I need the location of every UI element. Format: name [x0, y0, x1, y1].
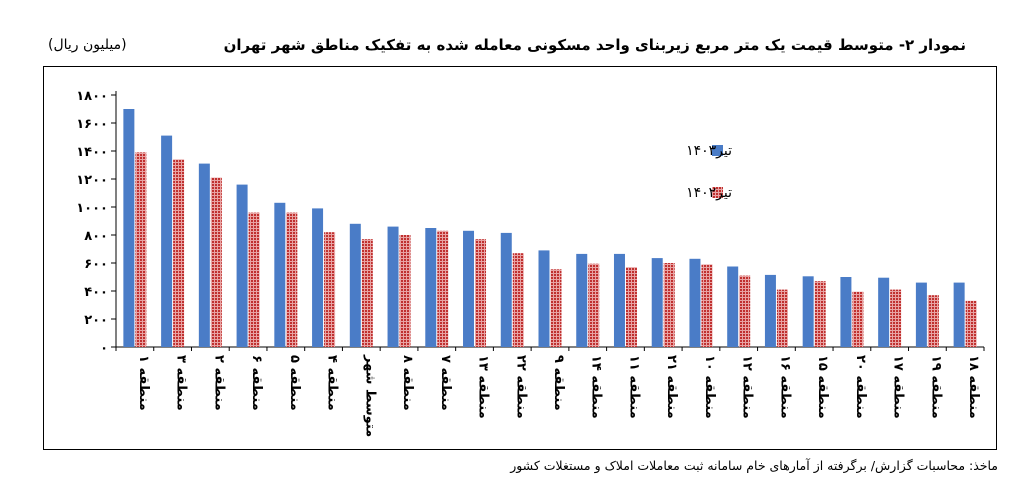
bar-1403	[878, 277, 890, 347]
x-tick-label: منطقه ۲۲	[513, 355, 528, 419]
bar-1402	[437, 230, 449, 347]
x-tick-label: منطقه ۷	[438, 355, 453, 411]
legend-swatch-1403	[712, 145, 723, 156]
y-tick-label: ۶۰۰	[84, 257, 108, 272]
bar-1402	[286, 212, 298, 347]
chart-title: نمودار ۲- متوسط قیمت یک متر مربع زیربنای…	[223, 36, 966, 54]
bar-1403	[953, 282, 965, 347]
bar-1403	[500, 232, 512, 347]
y-tick-label: ۱۲۰۰	[76, 173, 108, 188]
x-tick-label: منطقه ۵	[287, 355, 302, 411]
bar-1402	[135, 152, 147, 347]
bar-1402	[776, 289, 788, 347]
x-tick-label: منطقه ۴	[325, 355, 340, 411]
x-tick-label: متوسط شهر	[362, 354, 377, 437]
bar-1402	[361, 239, 373, 347]
x-tick-label: منطقه ۹	[551, 355, 566, 411]
bar-1402	[663, 263, 675, 347]
x-tick-label: منطقه ۸	[400, 355, 415, 411]
source-note: ماخذ: محاسبات گزارش/ برگرفته از آمارهای …	[510, 458, 998, 473]
x-tick-label: منطقه ۱۸	[966, 355, 981, 419]
bar-1403	[613, 253, 625, 347]
x-tick-label: منطقه ۲۰	[853, 355, 868, 419]
bar-1403	[161, 135, 173, 347]
y-tick-label: ۸۰۰	[84, 229, 108, 244]
x-tick-label: منطقه ۱۰	[702, 355, 717, 419]
bar-1402	[324, 232, 336, 347]
bar-1403	[764, 274, 776, 347]
bar-1402	[625, 267, 637, 347]
y-tick-label: ۱۸۰۰	[76, 89, 108, 104]
bar-1402	[550, 269, 562, 347]
bar-1402	[512, 253, 524, 347]
x-tick-label: منطقه ۱	[136, 355, 151, 411]
x-tick-label: منطقه ۱۷	[891, 355, 906, 419]
bar-1402	[852, 291, 864, 347]
bar-1402	[739, 275, 751, 347]
legend-label-1403: تیر۱۴۰۳	[686, 143, 732, 159]
bar-1403	[123, 109, 135, 347]
y-tick-label: ۴۰۰	[84, 285, 108, 300]
x-tick-label: منطقه ۱۹	[928, 355, 943, 419]
bar-1403	[463, 230, 475, 347]
bar-1402	[814, 281, 826, 347]
bar-1403	[274, 202, 286, 347]
x-tick-label: منطقه ۶	[249, 355, 264, 411]
x-tick-label: منطقه ۱۳	[476, 355, 491, 419]
x-tick-label: منطقه ۱۵	[815, 355, 830, 419]
legend-label-1402: تیر۱۴۰۲	[686, 185, 732, 201]
bar-1402	[475, 239, 487, 347]
bar-1403	[915, 282, 927, 347]
bar-1403	[689, 258, 701, 347]
bar-1403	[312, 208, 324, 347]
y-tick-label: ۰	[100, 341, 108, 356]
bar-1402	[173, 159, 185, 347]
x-tick-label: منطقه ۲۱	[664, 355, 679, 419]
bar-1403	[198, 163, 210, 347]
x-tick-label: منطقه ۳	[174, 355, 189, 411]
bar-1403	[236, 184, 248, 347]
chart-frame: ۰ ۲۰۰ ۴۰۰ ۶۰۰ ۸۰۰ ۱۰۰۰ ۱۲۰۰ ۱۴۰۰ ۱۶۰۰ ۱۸۰۰ منطقه ۱…	[43, 66, 997, 450]
x-tick-label: منطقه ۱۲	[740, 355, 755, 419]
bar-1403	[538, 250, 550, 347]
bar-1403	[727, 266, 739, 347]
y-axis-unit: (میلیون ریال)	[48, 37, 127, 53]
legend-swatch-1402	[712, 187, 723, 198]
y-tick-label: ۲۰۰	[84, 313, 108, 328]
bar-1403	[349, 223, 361, 347]
bar-1403	[802, 276, 814, 347]
bar-1402	[588, 263, 600, 347]
bar-1402	[399, 235, 411, 347]
bar-1402	[927, 295, 939, 347]
y-tick-label: ۱۰۰۰	[76, 201, 108, 216]
x-tick-label: منطقه ۲	[211, 355, 226, 411]
bar-1402	[965, 300, 977, 347]
bar-chart: ۰ ۲۰۰ ۴۰۰ ۶۰۰ ۸۰۰ ۱۰۰۰ ۱۲۰۰ ۱۴۰۰ ۱۶۰۰ ۱۸۰۰ منطقه ۱…	[76, 89, 985, 437]
bar-1402	[248, 212, 260, 347]
x-tick-label: منطقه ۱۶	[777, 355, 792, 419]
bar-1403	[387, 226, 399, 347]
bar-1403	[576, 253, 588, 347]
x-tick-label: منطقه ۱۴	[589, 355, 604, 419]
bar-1403	[651, 258, 663, 347]
bar-1402	[701, 264, 713, 347]
bar-1403	[840, 277, 852, 347]
y-tick-label: ۱۶۰۰	[76, 117, 108, 132]
bar-1402	[210, 177, 222, 347]
bar-1402	[890, 289, 902, 347]
x-tick-label: منطقه ۱۱	[626, 355, 641, 419]
y-tick-label: ۱۴۰۰	[76, 145, 108, 160]
bar-1403	[425, 228, 437, 347]
